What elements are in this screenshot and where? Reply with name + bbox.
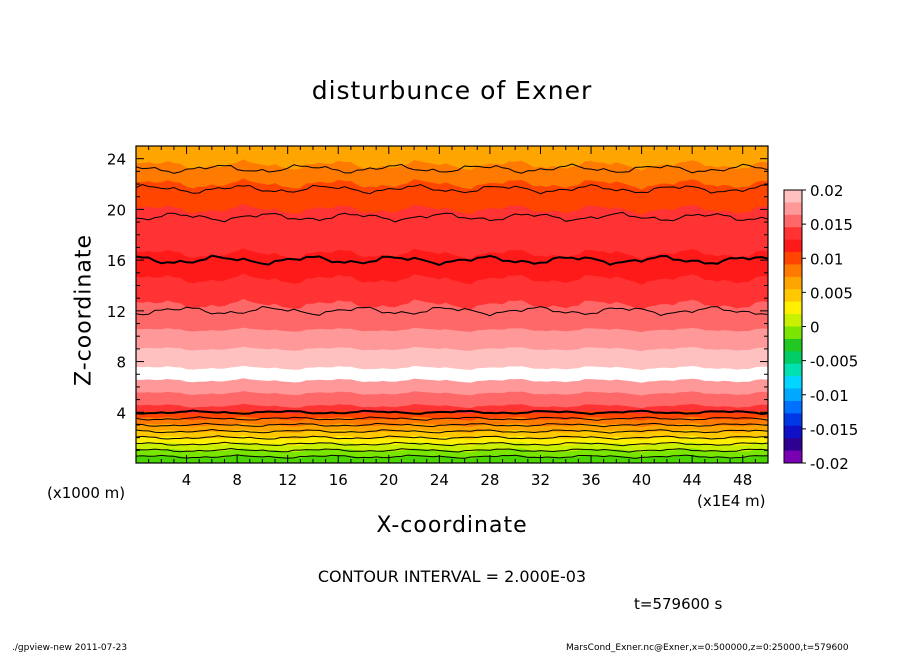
x-axis: 4 8 12 16 20 24 28 32 36 40 44 48	[135, 146, 769, 489]
y-axis: 4 8 12 16 20 24	[107, 145, 768, 464]
time-label: t=579600 s	[634, 595, 723, 613]
y-tick-label: 16	[107, 252, 126, 270]
y-tick-label: 4	[116, 404, 126, 422]
colorbar-label: 0	[810, 319, 820, 337]
contour-line	[136, 441, 768, 447]
x-tick-label: 12	[278, 471, 297, 489]
colorbar-swatch	[784, 276, 802, 290]
plot-area	[136, 146, 768, 463]
colorbar-swatch	[784, 351, 802, 365]
x-tick-label: 20	[379, 471, 398, 489]
contour-line	[136, 454, 768, 459]
y-tick-label: 24	[107, 151, 126, 169]
colorbar-swatch	[784, 376, 802, 390]
x-tick-label: 16	[329, 471, 348, 489]
contour-line	[136, 211, 768, 223]
colorbar-swatch	[784, 413, 802, 427]
colorbar-swatch	[784, 264, 802, 278]
x-tick-label: 40	[632, 471, 651, 489]
colorbar-swatch	[784, 363, 802, 377]
colorbar-swatch	[784, 388, 802, 402]
colorbar-label: 0.02	[810, 182, 843, 200]
contour-line	[136, 183, 768, 195]
x-unit-left: (x1000 m)	[47, 484, 126, 502]
colorbar-swatch	[784, 400, 802, 414]
colorbar-swatch	[784, 425, 802, 439]
contour-interval: CONTOUR INTERVAL = 2.000E-03	[317, 567, 587, 586]
colorbar-swatch	[784, 239, 802, 253]
x-tick-label: 44	[683, 471, 702, 489]
colorbar-swatch	[784, 289, 802, 303]
footer-left: ./gpview-new 2011-07-23	[12, 643, 128, 653]
y-tick-label: 20	[107, 201, 126, 219]
colorbar-swatch	[784, 227, 802, 241]
colorbar-swatch	[784, 301, 802, 315]
colorbar-label: 0.01	[810, 250, 843, 268]
y-tick-label: 12	[107, 303, 126, 321]
x-tick-label: 32	[531, 471, 550, 489]
contour-line	[136, 428, 768, 434]
contour-line	[136, 163, 768, 174]
colorbar-label: -0.02	[810, 455, 849, 473]
colorbar-swatch	[784, 202, 802, 216]
x-tick-label: 36	[581, 471, 600, 489]
x-tick-label: 48	[733, 471, 752, 489]
x-tick-label: 24	[430, 471, 449, 489]
colorbar-label: 0.005	[810, 284, 853, 302]
contour-line	[136, 305, 768, 317]
contour-band	[136, 454, 768, 463]
colorbar-swatch	[784, 214, 802, 228]
contour-line	[136, 254, 768, 267]
colorbar-label: -0.015	[810, 421, 858, 439]
contour-line	[136, 422, 768, 428]
colorbar-swatch	[784, 252, 802, 265]
colorbar-swatch	[784, 326, 802, 340]
colorbar-swatch	[784, 450, 802, 464]
colorbar-swatch	[784, 438, 802, 452]
x-axis-label: X-coordinate	[376, 513, 528, 538]
footer-right: MarsCond_Exner.nc@Exner,x=0:500000,z=0:2…	[566, 643, 849, 653]
x-tick-label: 8	[232, 471, 242, 489]
colorbar: 0.02 0.015 0.01 0.005 0 -0.005 -0.01 -0.015 -0.0…	[783, 182, 858, 473]
contour-line	[136, 416, 768, 421]
y-axis-label: Z-coordinate	[71, 234, 97, 386]
y-tick-label: 8	[116, 354, 126, 372]
colorbar-label: 0.015	[810, 216, 853, 234]
colorbar-swatch	[784, 338, 802, 352]
contour-line	[136, 435, 768, 440]
contour-line	[136, 447, 768, 453]
colorbar-label: -0.01	[810, 387, 849, 405]
contour-line	[136, 409, 768, 416]
colorbar-label: -0.005	[810, 353, 858, 371]
colorbar-swatch	[784, 190, 802, 203]
x-unit-right: (x1E4 m)	[697, 492, 766, 510]
x-tick-label: 28	[480, 471, 499, 489]
colorbar-swatch	[784, 314, 802, 327]
chart-title: disturbunce of Exner	[311, 76, 593, 105]
x-tick-label: 4	[182, 471, 192, 489]
